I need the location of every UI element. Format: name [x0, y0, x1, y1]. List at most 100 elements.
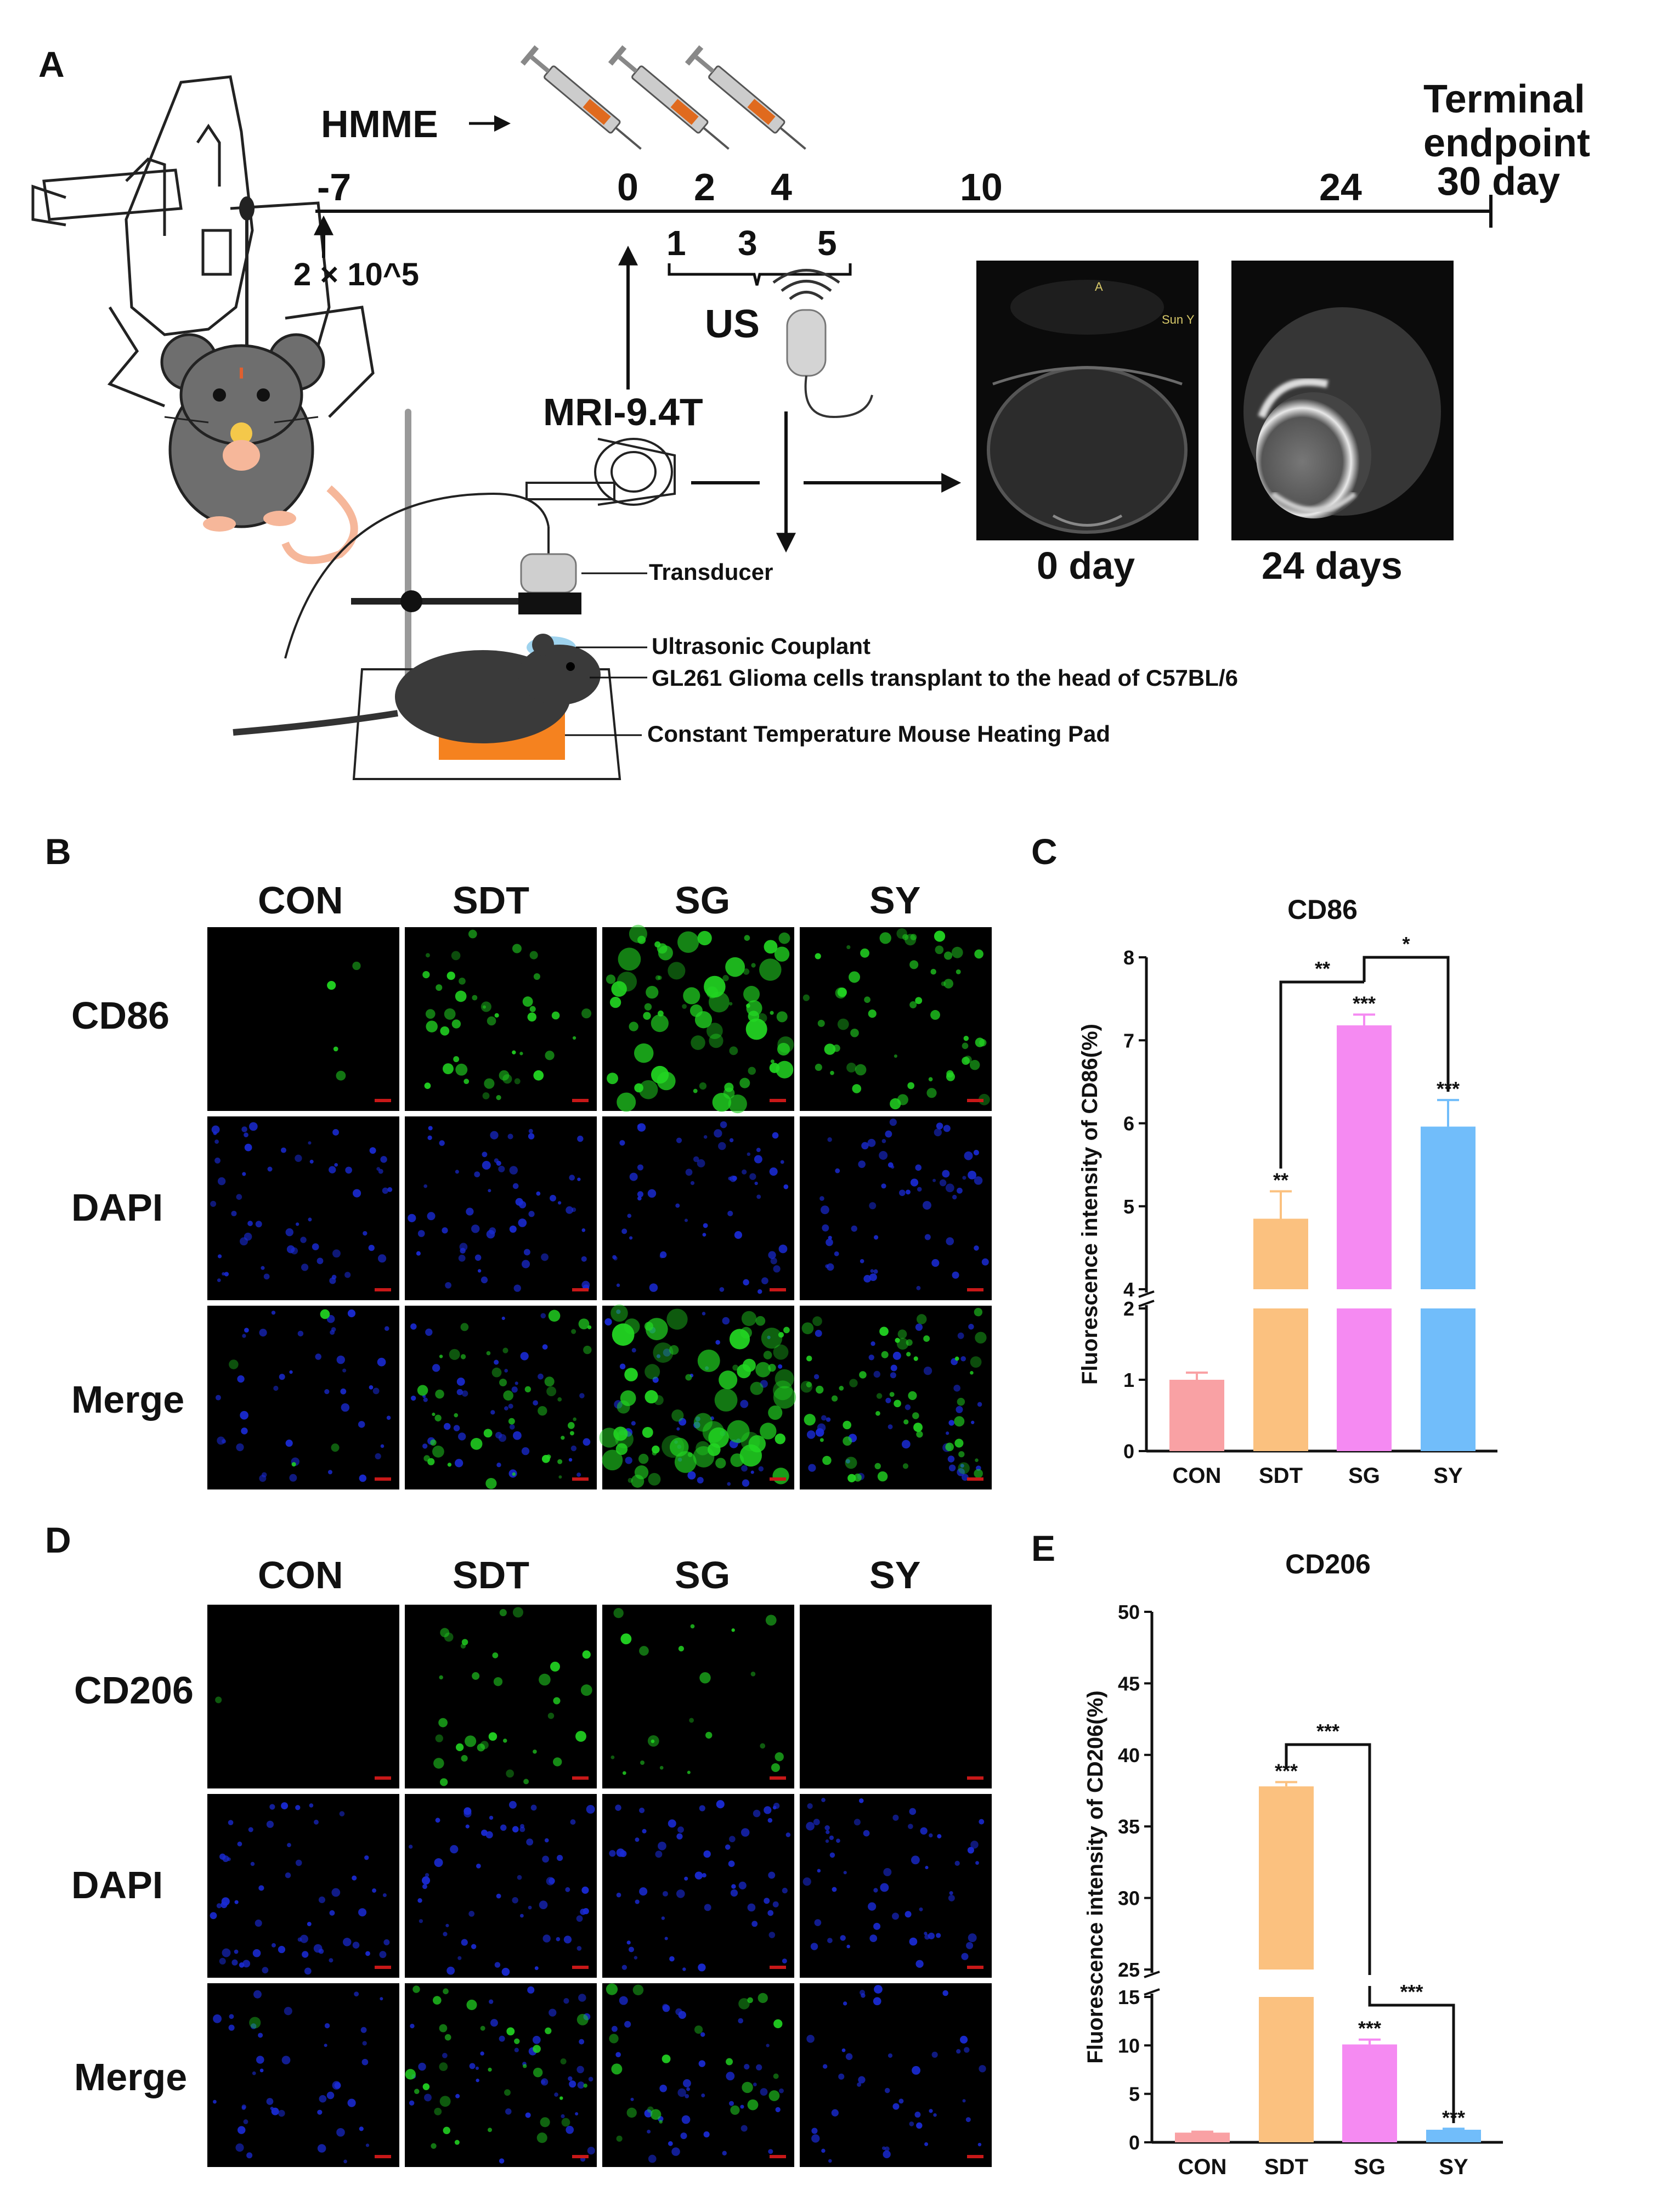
- nucleus-dot: [378, 1169, 383, 1174]
- nucleus-dot: [919, 1907, 923, 1911]
- nucleus-dot: [957, 1468, 965, 1476]
- nucleus-dot: [581, 1228, 586, 1232]
- nucleus-dot: [629, 1236, 633, 1240]
- nucleus-dot: [968, 1170, 976, 1180]
- nucleus-dot: [644, 2109, 653, 2118]
- nucleus-dot: [334, 1163, 338, 1167]
- nucleus-dot: [331, 1888, 341, 1897]
- nucleus-dot: [822, 2064, 828, 2069]
- marker-signal: [496, 1094, 501, 1101]
- nucleus-dot: [909, 1937, 918, 1946]
- nucleus-dot: [258, 1885, 264, 1891]
- nucleus-dot: [949, 1891, 953, 1895]
- timeline-tick-minus7: -7: [317, 166, 351, 208]
- marker-signal: [553, 1697, 561, 1705]
- d-col-sg: SG: [675, 1554, 730, 1596]
- nucleus-dot: [285, 1228, 293, 1237]
- micrograph-tile: [602, 1605, 794, 1788]
- nucleus-dot: [345, 1166, 352, 1174]
- chart-title: CD206: [1285, 1549, 1371, 1579]
- marker-signal: [506, 2027, 515, 2036]
- nucleus-dot: [727, 1210, 733, 1216]
- marker-signal: [651, 1014, 669, 1032]
- scale-bar: [967, 1477, 983, 1481]
- nucleus-dot: [512, 1183, 519, 1189]
- mri-overlay-a: A: [1095, 280, 1103, 294]
- nucleus-dot: [465, 1824, 470, 1829]
- marker-signal: [580, 1684, 592, 1696]
- scale-bar: [770, 1099, 786, 1102]
- nucleus-dot: [966, 1942, 974, 1949]
- nucleus-dot: [956, 1406, 963, 1413]
- nucleus-dot: [867, 1138, 876, 1147]
- nucleus-dot: [807, 1803, 813, 1809]
- marker-signal: [423, 1455, 430, 1462]
- marker-signal: [850, 1028, 859, 1037]
- y-tick-label: 8: [1123, 946, 1134, 969]
- nucleus-dot: [873, 1922, 881, 1930]
- nucleus-dot: [942, 1170, 950, 1178]
- nucleus-dot: [832, 1887, 837, 1892]
- y-tick-label: 5: [1129, 2083, 1140, 2106]
- nucleus-dot: [410, 1323, 417, 1330]
- nucleus-dot: [324, 2044, 327, 2047]
- nucleus-dot: [445, 1282, 451, 1289]
- nucleus-dot: [937, 1834, 942, 1839]
- nucleus-dot: [870, 1269, 874, 1273]
- nucleus-dot: [767, 1335, 771, 1339]
- marker-signal: [617, 1092, 636, 1112]
- nucleus-dot: [383, 1939, 390, 1945]
- nucleus-dot: [213, 2100, 217, 2104]
- nucleus-dot: [742, 1169, 747, 1175]
- nucleus-dot: [821, 1205, 829, 1215]
- marker-signal: [935, 945, 944, 955]
- nucleus-dot: [528, 1128, 533, 1133]
- axis-break-mark: [1138, 1290, 1155, 1298]
- nucleus-dot: [512, 1897, 518, 1904]
- marker-signal: [575, 1731, 586, 1742]
- nucleus-dot: [936, 1933, 941, 1938]
- scale-bar: [572, 2155, 589, 2158]
- marker-signal: [484, 1078, 495, 1089]
- marker-signal: [514, 1078, 521, 1085]
- marker-signal: [750, 1672, 756, 1677]
- nucleus-dot: [576, 1915, 583, 1922]
- marker-signal: [551, 1011, 560, 1020]
- nucleus-dot: [287, 1843, 291, 1847]
- bar: [1169, 1380, 1224, 1451]
- nucleus-dot: [498, 1434, 507, 1442]
- nucleus-dot: [289, 1474, 297, 1482]
- nucleus-dot: [210, 1200, 217, 1207]
- marker-signal: [970, 1356, 982, 1368]
- nucleus-dot: [515, 1381, 518, 1385]
- micrograph-background: [800, 1983, 992, 2167]
- nucleus-dot: [685, 2094, 689, 2098]
- micrograph-background: [207, 1605, 399, 1788]
- nucleus-dot: [911, 1855, 920, 1865]
- nucleus-dot: [494, 1962, 501, 1968]
- x-tick-label: SY: [1439, 2155, 1468, 2179]
- nucleus-dot: [884, 2146, 890, 2152]
- nucleus-dot: [550, 1195, 556, 1201]
- marker-signal: [550, 1661, 560, 1672]
- marker-signal: [451, 1019, 461, 1029]
- nucleus-dot: [243, 2119, 248, 2124]
- nucleus-dot: [932, 1178, 936, 1182]
- nucleus-dot: [822, 1224, 829, 1232]
- nucleus-dot: [819, 1196, 824, 1201]
- nucleus-dot: [488, 1189, 491, 1193]
- nucleus-dot: [244, 1328, 249, 1333]
- nucleus-dot: [342, 1368, 347, 1373]
- d-col-sy: SY: [869, 1554, 920, 1596]
- nucleus-dot: [858, 1160, 866, 1168]
- scale-bar: [967, 1776, 983, 1780]
- marker-signal: [439, 2096, 451, 2107]
- nucleus-dot: [242, 1334, 246, 1338]
- marker-signal: [485, 1477, 497, 1489]
- nucleus-dot: [528, 1133, 535, 1139]
- nucleus-dot: [455, 1459, 463, 1468]
- thirty-day-label: 30 day: [1437, 160, 1560, 204]
- x-tick-label: SDT: [1259, 1464, 1303, 1488]
- nucleus-dot: [898, 1189, 906, 1197]
- nucleus-dot: [697, 1159, 705, 1167]
